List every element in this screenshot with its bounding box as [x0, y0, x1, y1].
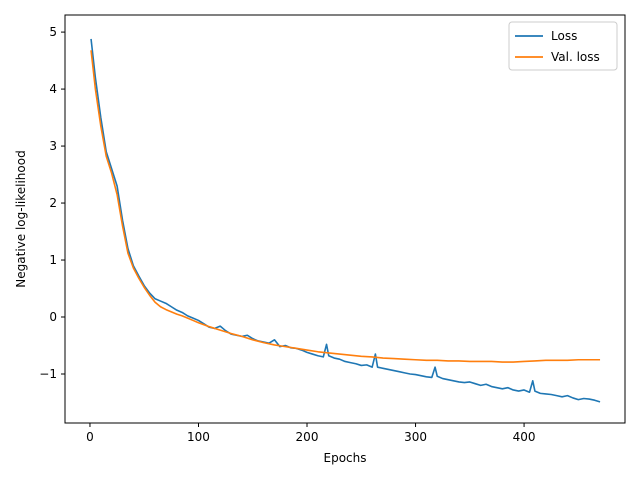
x-tick-label-3: 300 — [404, 430, 427, 444]
y-tick-label-0: −1 — [39, 367, 57, 381]
series-line-1 — [90, 50, 601, 363]
x-axis-ticks: 0 100 200 300 400 — [86, 423, 536, 444]
legend-label-1: Val. loss — [551, 50, 600, 64]
legend-box — [508, 21, 618, 71]
y-axis-label: Negative log-likelihood — [14, 150, 28, 287]
plot-area-frame — [64, 14, 626, 424]
x-axis-label: Epochs — [324, 451, 367, 465]
legend-label-0: Loss — [551, 29, 577, 43]
y-tick-label-1: 0 — [49, 310, 57, 324]
x-tick-label-4: 400 — [513, 430, 536, 444]
legend: Loss Val. loss — [508, 21, 618, 71]
x-tick-label-2: 200 — [296, 430, 319, 444]
series-line-0 — [90, 38, 601, 403]
x-tick-label-0: 0 — [86, 430, 94, 444]
y-tick-label-6: 5 — [49, 25, 57, 39]
x-tick-label-1: 100 — [187, 430, 210, 444]
y-tick-label-5: 4 — [49, 82, 57, 96]
y-tick-label-2: 1 — [49, 253, 57, 267]
y-tick-label-4: 3 — [49, 139, 57, 153]
series-layer — [90, 38, 601, 403]
y-tick-label-3: 2 — [49, 196, 57, 210]
y-axis-ticks: −1 0 1 2 3 4 5 — [39, 25, 65, 381]
